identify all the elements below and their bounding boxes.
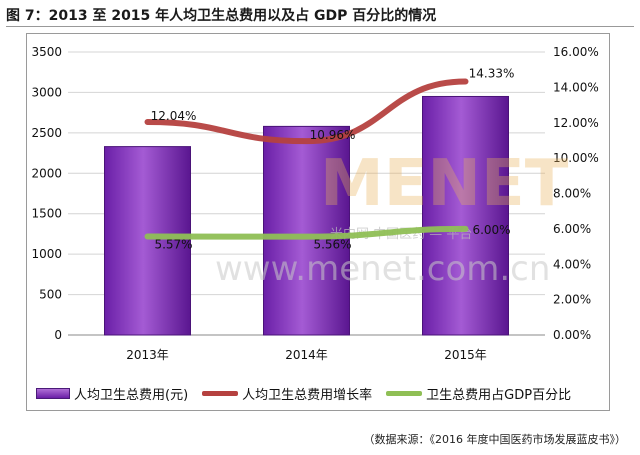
right-tick-label: 0.00% <box>553 328 591 342</box>
gdp-line-data-label: 6.00% <box>472 223 510 237</box>
legend-growth-swatch <box>202 390 239 396</box>
left-tick-label: 3500 <box>31 45 62 59</box>
category-label: 2015年 <box>444 348 487 362</box>
watermark-layer: MENET 米内网 中国医药 — 平台 www.menet.com.cn <box>215 147 569 289</box>
legend-item-bar: 人均卫生总费用(元) <box>36 384 188 403</box>
bar <box>263 125 350 336</box>
left-tick-label: 3000 <box>31 85 62 99</box>
right-tick-label: 14.00% <box>553 80 599 94</box>
growth-line-data-label: 14.33% <box>469 67 515 81</box>
growth-line <box>144 78 469 145</box>
right-tick-label: 4.00% <box>553 257 591 271</box>
legend-gdp-swatch <box>386 390 423 396</box>
gdp-line <box>144 225 469 240</box>
right-tick-label: 10.00% <box>553 151 599 165</box>
chart-title: 图 7：2013 至 2015 年人均卫生总费用以及占 GDP 百分比的情况 <box>6 8 437 24</box>
left-tick-label: 2000 <box>31 166 62 180</box>
category-label: 2014年 <box>285 348 328 362</box>
left-tick-label: 1500 <box>31 207 62 221</box>
source-note: （数据来源：《2016 年度中国医药市场发展蓝皮书》） <box>363 433 627 446</box>
left-tick-label: 0 <box>54 328 62 342</box>
category-labels: 2013年 2014年 2015年 <box>126 348 487 362</box>
legend: 人均卫生总费用(元) 人均卫生总费用增长率 卫生总费用占GDP百分比 <box>36 382 601 404</box>
gdp-line-data-label: 5.56% <box>313 238 351 252</box>
left-tick-label: 2500 <box>31 126 62 140</box>
legend-label-bar: 人均卫生总费用(元) <box>74 387 189 403</box>
left-tick-label: 1000 <box>31 247 62 261</box>
right-axis-ticks: 0.00% 2.00% 4.00% 6.00% 8.00% 10.00% 12.00% 14.… <box>553 45 599 342</box>
legend-bar-swatch <box>36 387 70 399</box>
right-tick-label: 16.00% <box>553 45 599 59</box>
legend-label-growth: 人均卫生总费用增长率 <box>242 387 373 403</box>
growth-line-data-label: 10.96% <box>310 128 356 142</box>
category-label: 2013年 <box>126 348 169 362</box>
watermark-url: www.menet.com.cn <box>215 249 550 289</box>
title-divider <box>6 26 634 27</box>
legend-item-growth: 人均卫生总费用增长率 <box>202 384 372 403</box>
legend-label-gdp: 卫生总费用占GDP百分比 <box>426 387 572 403</box>
right-tick-label: 2.00% <box>553 293 591 307</box>
gdp-line-data-label: 5.57% <box>154 237 192 251</box>
left-axis-ticks: 0 500 1000 1500 2000 2500 3000 3500 <box>31 45 62 342</box>
right-tick-label: 12.00% <box>553 116 599 130</box>
bar <box>104 146 191 336</box>
growth-line-data-label: 12.04% <box>151 109 197 123</box>
line-series <box>144 78 469 240</box>
bar <box>422 95 509 336</box>
bar-series <box>104 95 509 336</box>
right-tick-label: 8.00% <box>553 187 591 201</box>
data-labels: 12.04% 10.96% 14.33% 5.57% 5.56% 6.00% <box>151 67 515 252</box>
right-tick-label: 6.00% <box>553 222 591 236</box>
legend-item-gdp: 卫生总费用占GDP百分比 <box>386 384 571 403</box>
left-tick-label: 500 <box>39 288 62 302</box>
watermark-logo: MENET <box>320 147 569 221</box>
